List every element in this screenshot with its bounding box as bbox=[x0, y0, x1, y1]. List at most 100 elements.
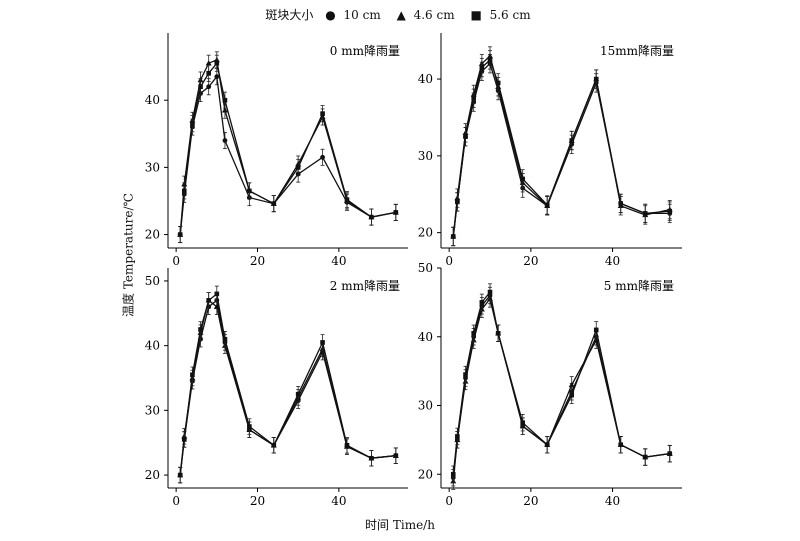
data-point-square bbox=[181, 437, 187, 442]
legend-label: 4.6 cm bbox=[413, 8, 455, 22]
y-tick-label: 50 bbox=[418, 261, 433, 275]
series-line bbox=[452, 294, 670, 478]
data-point-circle bbox=[320, 154, 325, 160]
data-point-square bbox=[181, 188, 187, 194]
y-tick-label: 40 bbox=[145, 93, 160, 107]
data-point-square bbox=[369, 214, 374, 220]
y-tick-label: 20 bbox=[418, 226, 433, 240]
data-point-circle bbox=[214, 74, 220, 80]
series-line bbox=[179, 299, 396, 476]
data-point-square bbox=[198, 327, 203, 332]
data-point-square bbox=[190, 372, 195, 378]
y-tick-label: 30 bbox=[418, 399, 433, 413]
data-point-square bbox=[247, 188, 252, 194]
data-point-square bbox=[479, 300, 485, 305]
data-point-square bbox=[320, 111, 325, 116]
data-point-square bbox=[198, 84, 203, 90]
series-line bbox=[179, 292, 396, 476]
data-point-square bbox=[487, 289, 493, 295]
data-point-square bbox=[495, 331, 501, 336]
data-point-triangle bbox=[205, 60, 212, 66]
data-point-square bbox=[344, 442, 350, 448]
data-point-triangle bbox=[213, 303, 220, 310]
x-tick-label: 40 bbox=[331, 254, 346, 268]
y-tick-label: 30 bbox=[145, 160, 160, 174]
data-point-square bbox=[642, 454, 648, 460]
data-point-square bbox=[222, 97, 228, 103]
data-point-square bbox=[667, 451, 673, 456]
y-tick-label: 20 bbox=[145, 468, 160, 482]
data-point-square bbox=[214, 60, 220, 66]
x-tick-label: 0 bbox=[172, 494, 180, 508]
data-point-square bbox=[369, 455, 374, 461]
x-tick-label: 0 bbox=[445, 254, 453, 268]
series-line bbox=[452, 290, 670, 475]
x-tick-label: 0 bbox=[172, 254, 180, 268]
data-point-square bbox=[569, 392, 575, 398]
y-tick-label: 20 bbox=[418, 467, 433, 481]
data-point-square bbox=[618, 201, 624, 206]
data-point-square bbox=[295, 391, 301, 397]
data-point-square bbox=[487, 57, 493, 63]
legend-item-triangle: ▲ 4.6 cm bbox=[396, 8, 455, 22]
panel-title: 5 mm降雨量 bbox=[604, 279, 674, 293]
y-tick-label: 50 bbox=[145, 274, 160, 288]
series-line bbox=[452, 58, 670, 237]
data-point-square bbox=[667, 208, 673, 214]
y-tick-label: 40 bbox=[145, 339, 160, 353]
data-point-square bbox=[463, 372, 468, 377]
data-point-square bbox=[642, 211, 648, 216]
data-point-square bbox=[320, 340, 325, 345]
y-tick-label: 30 bbox=[145, 403, 160, 417]
data-point-square bbox=[618, 442, 624, 447]
panel-title: 0 mm降雨量 bbox=[330, 44, 400, 58]
data-point-square bbox=[295, 165, 301, 170]
x-tick-label: 40 bbox=[331, 494, 346, 508]
data-point-square bbox=[190, 121, 195, 127]
x-tick-label: 20 bbox=[523, 494, 538, 508]
legend-item-square: ■ 5.6 cm bbox=[470, 8, 531, 22]
series-line bbox=[179, 58, 396, 235]
data-point-square bbox=[393, 453, 399, 458]
legend-item-circle: ● 10 cm bbox=[325, 8, 381, 22]
data-point-square bbox=[520, 420, 525, 425]
data-point-square bbox=[271, 201, 277, 206]
x-tick-label: 40 bbox=[605, 494, 620, 508]
data-point-square bbox=[455, 434, 460, 439]
data-point-square bbox=[479, 65, 485, 70]
data-point-square bbox=[463, 134, 468, 139]
y-tick-label: 40 bbox=[418, 330, 433, 344]
x-tick-label: 40 bbox=[605, 254, 620, 268]
legend: 斑块大小 ● 10 cm ▲ 4.6 cm ■ 5.6 cm bbox=[0, 6, 800, 23]
data-point-triangle bbox=[568, 381, 575, 388]
data-point-square bbox=[177, 472, 183, 478]
data-point-square bbox=[177, 232, 183, 237]
data-point-triangle bbox=[593, 337, 600, 343]
x-axis-title: 时间 Time/h bbox=[365, 518, 435, 532]
y-tick-label: 30 bbox=[418, 149, 433, 163]
data-point-square bbox=[450, 471, 456, 477]
data-point-circle bbox=[206, 84, 212, 90]
data-point-square bbox=[450, 234, 456, 239]
panel-title: 2 mm降雨量 bbox=[330, 279, 400, 293]
y-axis-title: 温度 Temperature/℃ bbox=[121, 193, 136, 317]
legend-label: 5.6 cm bbox=[489, 8, 531, 22]
legend-label: 10 cm bbox=[343, 8, 381, 22]
x-tick-label: 20 bbox=[250, 494, 265, 508]
y-tick-label: 20 bbox=[145, 228, 160, 242]
data-point-square bbox=[520, 176, 525, 182]
data-point-square bbox=[544, 202, 550, 208]
data-point-circle bbox=[222, 138, 228, 143]
series-line bbox=[179, 61, 396, 235]
data-point-square bbox=[471, 95, 476, 101]
data-point-square bbox=[569, 138, 575, 143]
data-point-square bbox=[222, 336, 228, 342]
data-point-square bbox=[206, 71, 211, 76]
data-point-square bbox=[455, 199, 460, 205]
data-point-square bbox=[471, 331, 476, 336]
data-point-square bbox=[593, 327, 599, 333]
data-point-square bbox=[495, 80, 501, 86]
data-point-square bbox=[344, 197, 350, 202]
data-point-square bbox=[247, 424, 252, 429]
